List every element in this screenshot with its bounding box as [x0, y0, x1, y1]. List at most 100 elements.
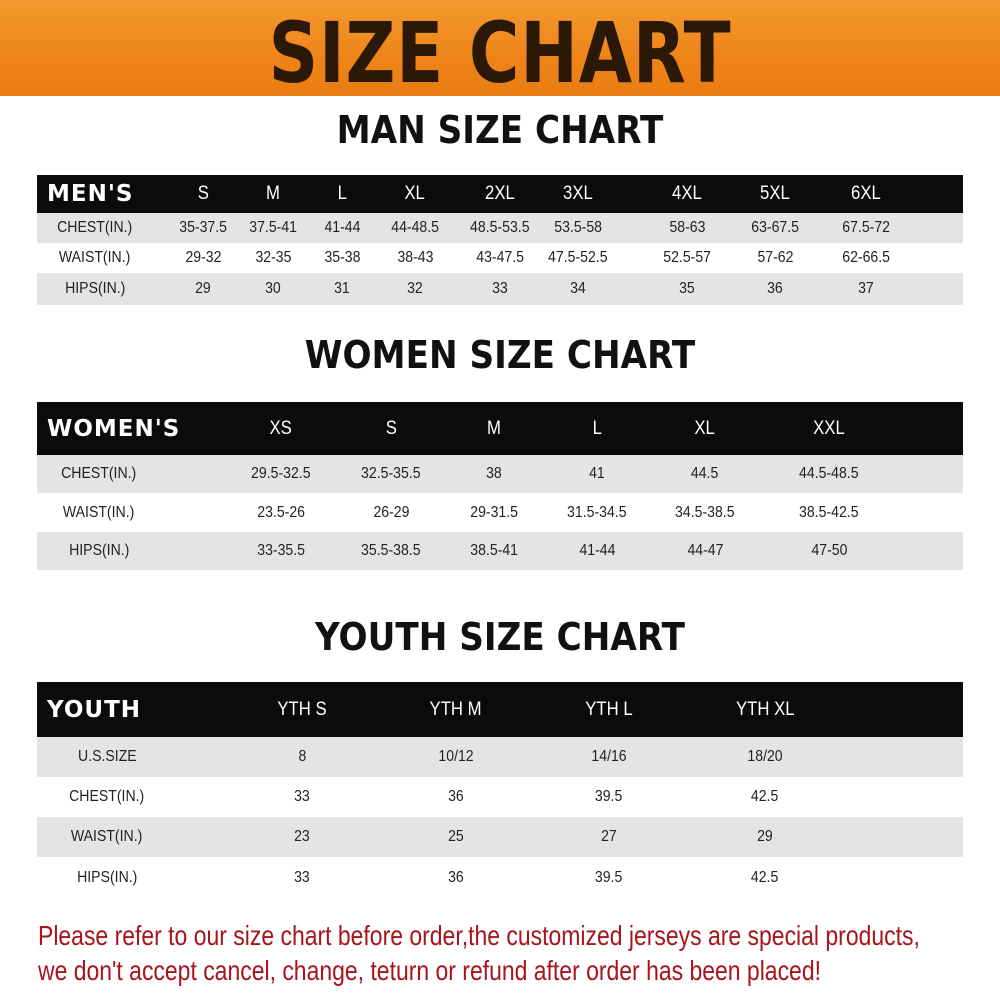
cell-text: 43-47.5 [476, 249, 524, 266]
cell-text: 47.5-52.5 [548, 249, 608, 266]
table-row: CHEST(IN.) 35-37.5 37.5-41 41-44 44-48.5 48.5… [37, 213, 963, 243]
page-title: SIZE CHART [268, 4, 732, 102]
cell-text: M [487, 417, 501, 439]
cell-text: 38-43 [396, 249, 433, 266]
cell-text: 44-48.5 [391, 219, 439, 236]
measurement-label: CHEST(IN.) [43, 213, 147, 243]
cell-text: 32.5-35.5 [361, 465, 421, 482]
notice-line-2: we don't accept cancel, change, teturn o… [38, 955, 821, 986]
cell-text: 39.5 [595, 868, 623, 886]
cell-text: MEN'S [47, 181, 134, 207]
table-cell: 34 [541, 273, 615, 305]
cell-text: 31 [334, 280, 350, 297]
cell-text: 53.5-58 [554, 219, 602, 236]
cell-text: WAIST(IN.) [63, 503, 135, 521]
table-header-label: MEN'S [47, 175, 167, 213]
cell-text: 44.5-48.5 [799, 465, 859, 482]
youth-section-title: YOUTH SIZE CHART [314, 615, 685, 659]
table-cell: 47-50 [769, 532, 889, 570]
cell-text: 34.5-38.5 [675, 503, 735, 521]
size-column-header: 5XL [733, 175, 817, 213]
table-row: CHEST(IN.) 33 36 39.5 42.5 [37, 777, 963, 817]
cell-text: 41 [589, 465, 605, 482]
cell-text: 62-66.5 [842, 249, 890, 266]
cell-text: XS [269, 417, 293, 439]
measurement-label: WAIST(IN.) [12, 817, 203, 857]
table-cell: 10/12 [382, 737, 531, 777]
table-cell: 41-44 [548, 532, 647, 570]
youth-size-table: YOUTH YTH S YTH M YTH L YTH XL U.S.SIZE 8 10/12… [37, 682, 963, 898]
size-column-header: S [342, 402, 441, 455]
cell-text: 38 [486, 465, 502, 482]
cell-text: 33-35.5 [257, 542, 305, 559]
cell-text: 27 [601, 828, 617, 845]
cell-text: CHEST(IN.) [57, 219, 133, 236]
table-cell: 29 [689, 817, 841, 857]
table-row: WAIST(IN.) 23 25 27 29 [37, 817, 963, 857]
table-cell: 33 [463, 273, 537, 305]
table-header-row: YOUTH YTH S YTH M YTH L YTH XL [37, 682, 963, 737]
cell-text: HIPS(IN.) [64, 280, 126, 297]
cell-text: 32-35 [254, 249, 291, 266]
table-cell: 43-47.5 [463, 243, 537, 273]
cell-text: WAIST(IN.) [71, 828, 143, 845]
cell-text: 67.5-72 [842, 219, 890, 236]
table-row: HIPS(IN.) 33 36 39.5 42.5 [37, 857, 963, 898]
cell-text: 23 [294, 828, 310, 845]
cell-text: 29 [757, 828, 773, 845]
cell-text: 36 [448, 868, 464, 886]
cell-text: 42.5 [751, 868, 779, 886]
table-cell: 32.5-35.5 [342, 455, 441, 493]
size-column-header: 2XL [463, 175, 537, 213]
cell-text: 29-32 [184, 249, 221, 266]
cell-text: M [266, 183, 280, 204]
table-cell: 44.5 [653, 455, 757, 493]
cell-text: 29 [195, 280, 211, 297]
measurement-label: U.S.SIZE [12, 737, 203, 777]
cell-text: YOUTH [47, 696, 142, 723]
table-cell: 67.5-72 [823, 213, 910, 243]
cell-text: CHEST(IN.) [61, 465, 137, 482]
table-cell: 42.5 [689, 777, 841, 817]
table-header-label: WOMEN'S [47, 402, 197, 455]
table-cell: 14/16 [535, 737, 684, 777]
measurement-label: WAIST(IN.) [43, 243, 147, 273]
size-column-header: M [445, 402, 544, 455]
table-header-row: WOMEN'S XS S M L XL XXL [37, 402, 963, 455]
measurement-label: WAIST(IN.) [10, 493, 188, 532]
table-cell: 29-32 [170, 243, 236, 273]
cell-text: 42.5 [751, 788, 779, 805]
table-cell: 32-35 [241, 243, 306, 273]
cell-text: XL [694, 417, 716, 439]
table-cell: 31 [310, 273, 375, 305]
table-cell: 29.5-32.5 [228, 455, 334, 493]
cell-text: XXL [813, 417, 845, 439]
cell-text: 48.5-53.5 [470, 219, 530, 236]
cell-text: 3XL [563, 183, 593, 204]
cell-text: 35 [679, 280, 695, 297]
table-cell: 44-48.5 [381, 213, 450, 243]
cell-text: CHEST(IN.) [69, 788, 145, 805]
size-column-header: YTH L [535, 682, 684, 737]
table-cell: 38-43 [381, 243, 450, 273]
women-size-table: WOMEN'S XS S M L XL XXL CHEST(IN.) 29.5-32.5 32.5… [37, 402, 963, 570]
measurement-label: HIPS(IN.) [43, 273, 147, 305]
size-column-header: 6XL [823, 175, 910, 213]
table-cell: 30 [241, 273, 306, 305]
table-cell: 35-38 [310, 243, 375, 273]
table-cell: 23.5-26 [228, 493, 334, 532]
size-column-header: L [310, 175, 375, 213]
cell-text: 41-44 [578, 542, 615, 559]
table-cell: 63-67.5 [733, 213, 817, 243]
size-column-header: 4XL [645, 175, 729, 213]
table-cell: 32 [381, 273, 450, 305]
cell-text: 35-37.5 [179, 219, 227, 236]
table-cell: 26-29 [342, 493, 441, 532]
table-cell: 44-47 [653, 532, 757, 570]
cell-text: 10/12 [438, 748, 474, 765]
cell-text: YTH L [585, 698, 633, 720]
table-cell: 44.5-48.5 [769, 455, 889, 493]
table-cell: 35.5-38.5 [342, 532, 441, 570]
cell-text: S [197, 183, 209, 204]
size-column-header: XL [381, 175, 450, 213]
